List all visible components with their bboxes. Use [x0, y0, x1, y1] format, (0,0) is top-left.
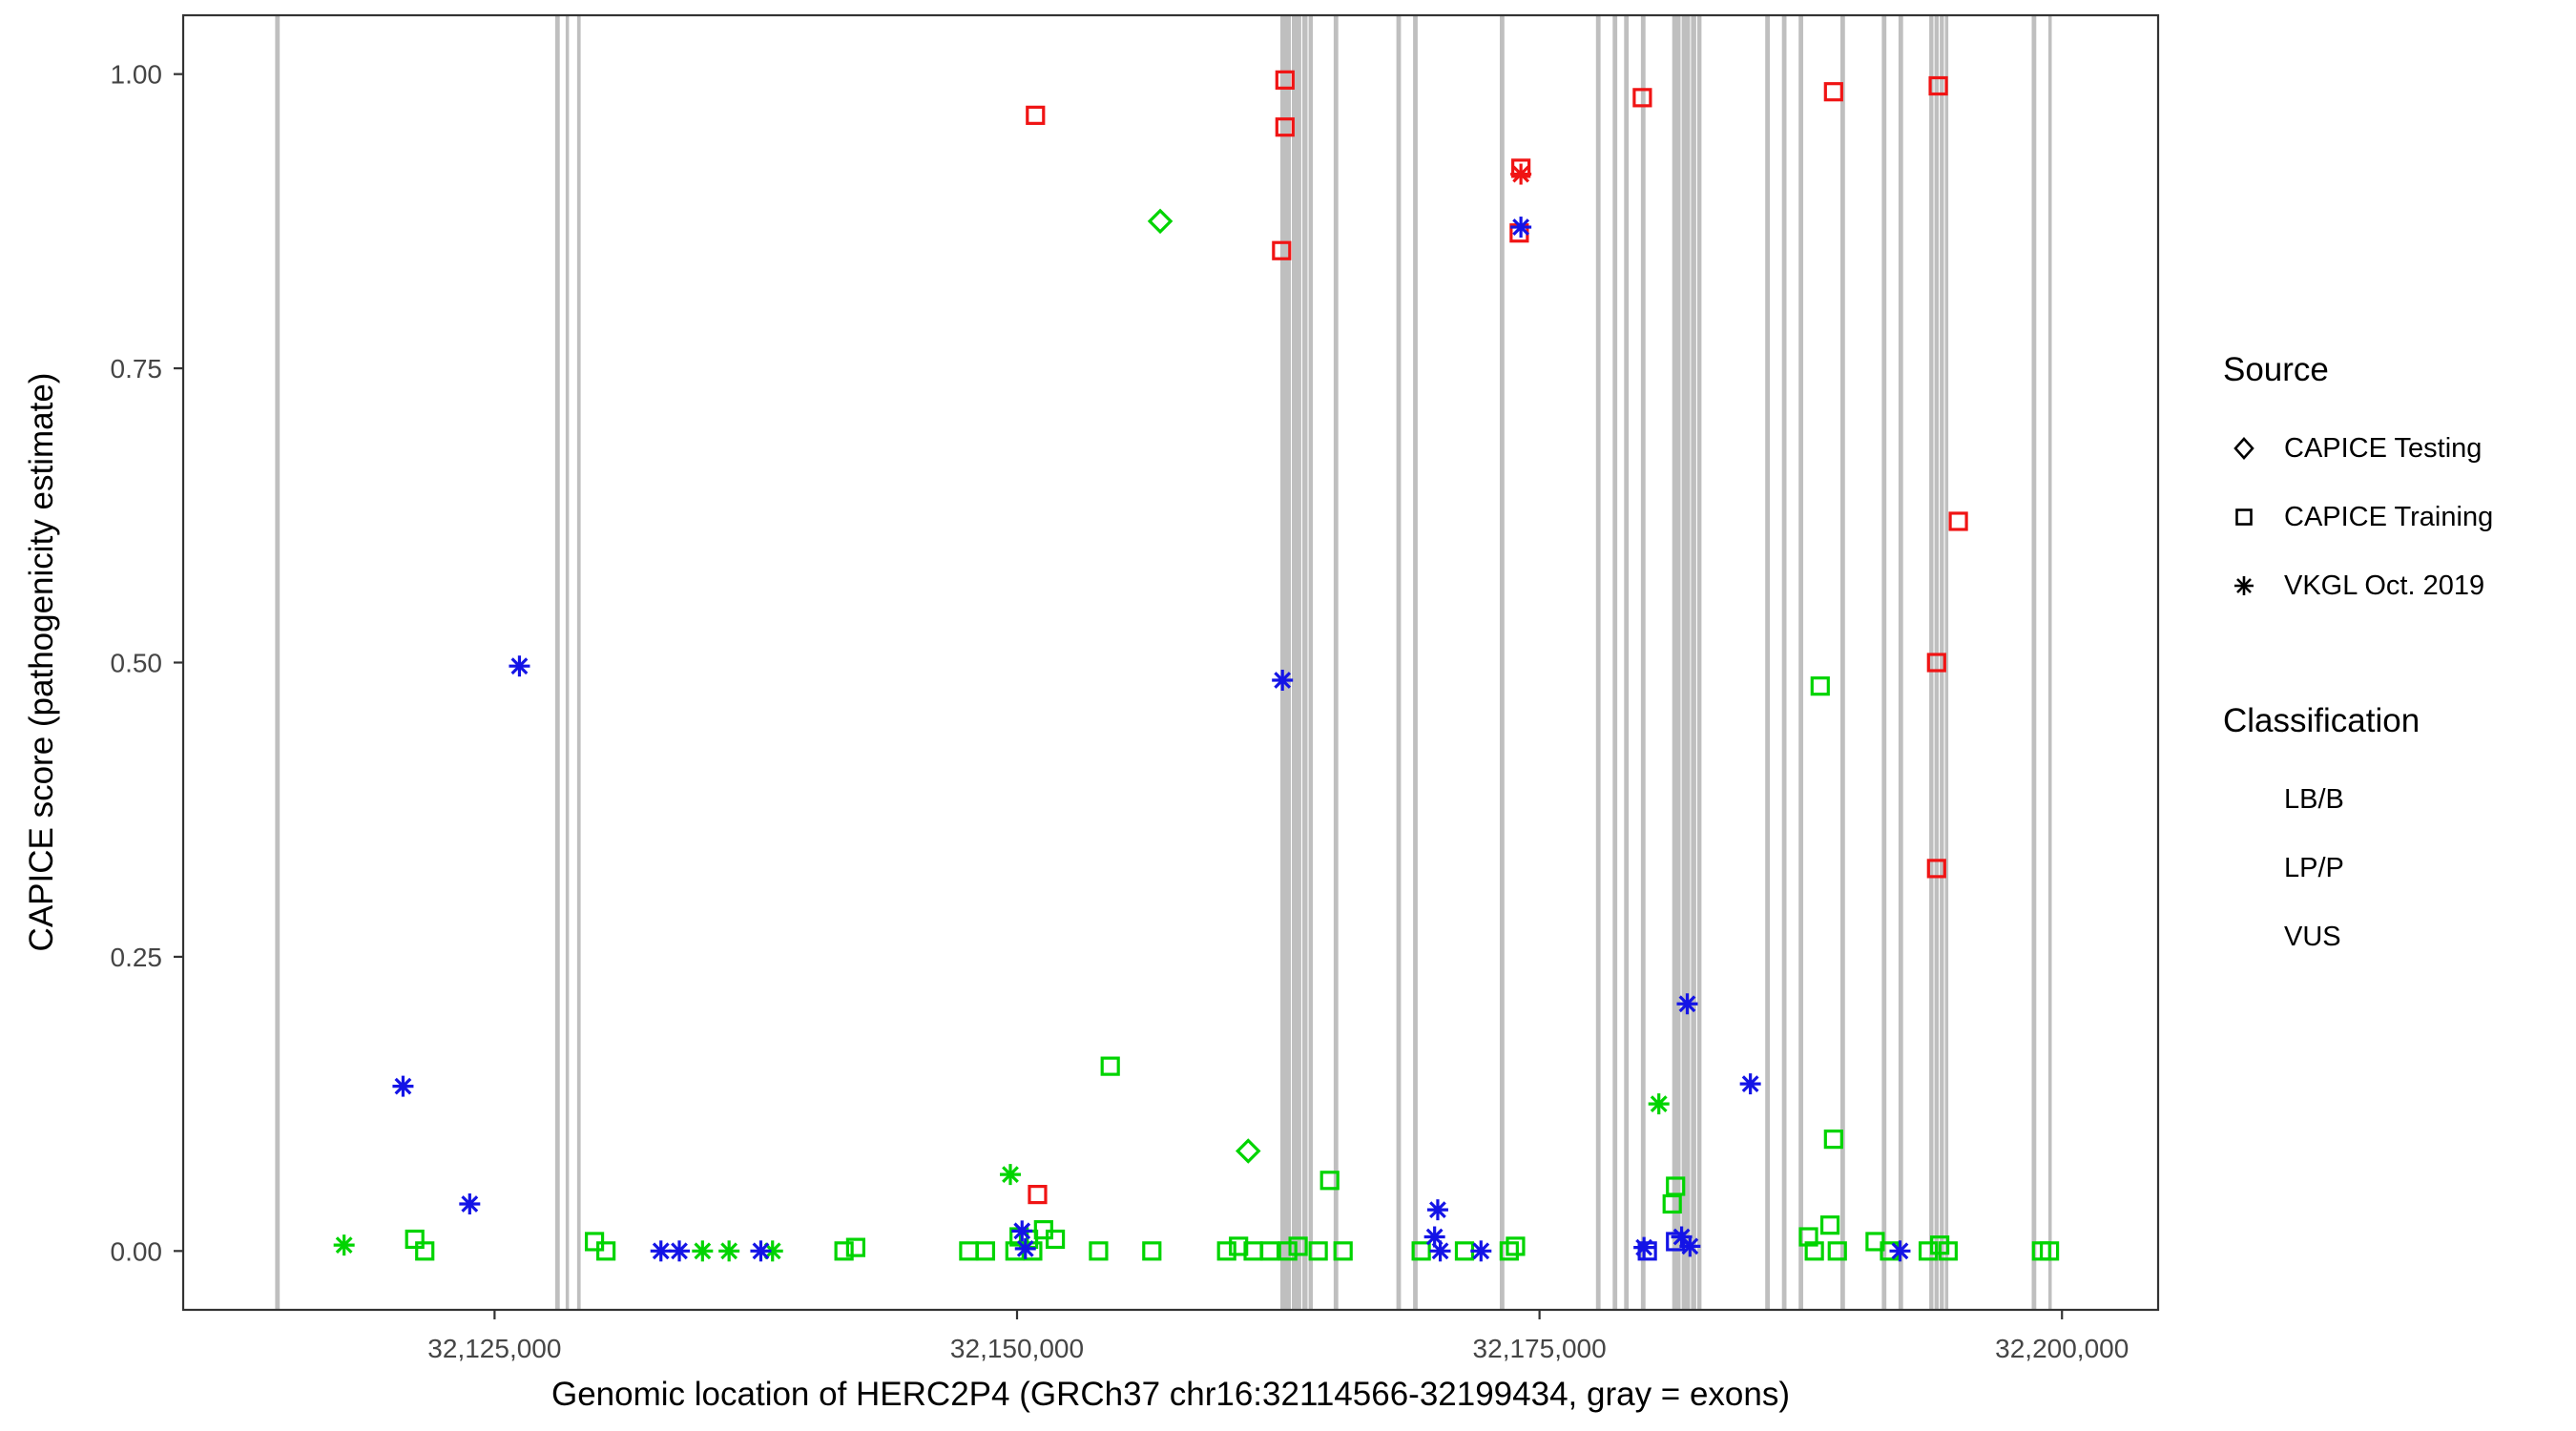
x-tick-label: 32,150,000	[950, 1334, 1084, 1363]
exon-bands	[275, 15, 2052, 1310]
legend-spacer	[2223, 620, 2493, 702]
x-tick-label: 32,200,000	[1995, 1334, 2129, 1363]
legend-item-lpp: LP/P	[2223, 834, 2493, 902]
axis-ticks: 32,125,000 32,150,000 32,175,000 32,200,000…	[111, 60, 2129, 1363]
legend-item-lbb: LB/B	[2223, 765, 2493, 834]
red-dot-icon	[2223, 847, 2265, 889]
legend-item-capice-training: CAPICE Training	[2223, 483, 2493, 551]
y-tick-label: 0.00	[111, 1236, 163, 1266]
y-tick-label: 0.50	[111, 649, 163, 678]
green-dot-icon	[2223, 778, 2265, 820]
legend-item-label: CAPICE Training	[2284, 501, 2494, 532]
legend-item-vus: VUS	[2223, 902, 2493, 971]
legend: Source CAPICE Testing CAPICE Training	[2223, 351, 2493, 971]
legend-item-capice-testing: CAPICE Testing	[2223, 414, 2493, 483]
y-tick-label: 1.00	[111, 60, 163, 90]
legend-item-label: LB/B	[2284, 783, 2344, 815]
x-axis-title: Genomic location of HERC2P4 (GRCh37 chr1…	[551, 1376, 1791, 1413]
x-tick-label: 32,175,000	[1473, 1334, 1607, 1363]
square-icon	[2235, 508, 2253, 526]
panel-border	[181, 13, 2160, 1312]
legend-item-label: CAPICE Testing	[2284, 432, 2483, 464]
x-tick-label: 32,125,000	[427, 1334, 561, 1363]
data-points	[333, 70, 2060, 1262]
legend-source-title: Source	[2223, 351, 2329, 388]
legend-item-label: VUS	[2284, 921, 2341, 952]
diamond-icon	[2233, 437, 2254, 460]
y-tick-label: 0.25	[111, 943, 163, 972]
asterisk-icon	[2234, 576, 2254, 595]
y-axis-title: CAPICE score (pathogenicity estimate)	[23, 372, 60, 952]
blue-dot-icon	[2223, 916, 2265, 958]
y-tick-label: 0.75	[111, 354, 163, 384]
legend-item-vkgl: VKGL Oct. 2019	[2223, 551, 2493, 620]
legend-item-label: LP/P	[2284, 852, 2344, 883]
legend-classification-title: Classification	[2223, 702, 2420, 739]
legend-item-label: VKGL Oct. 2019	[2284, 570, 2485, 601]
